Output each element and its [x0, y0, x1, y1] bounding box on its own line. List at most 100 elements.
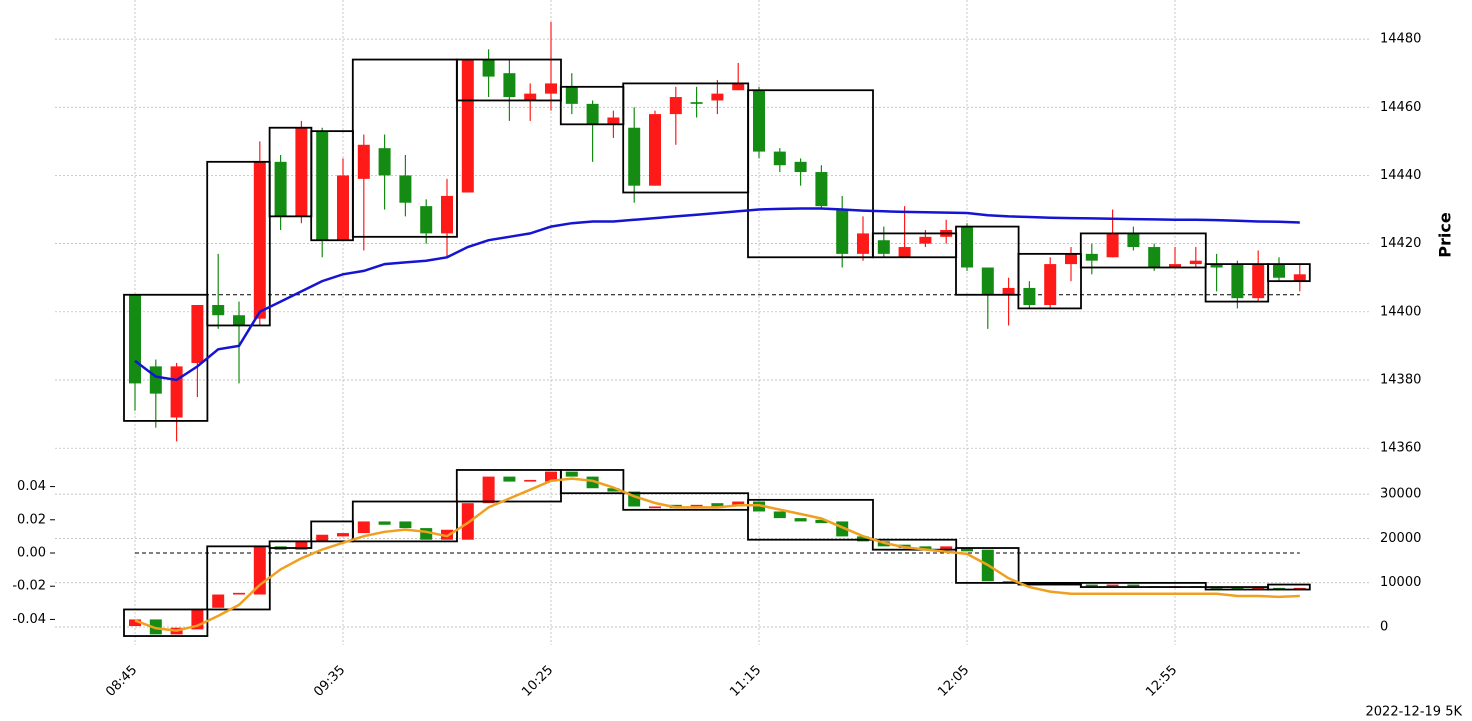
candle-body: [316, 534, 329, 542]
candle-body: [149, 619, 162, 635]
candle-body: [711, 93, 724, 101]
y-tick-label: 14480: [1380, 32, 1421, 47]
candle-body: [295, 127, 308, 217]
range-box: [1267, 263, 1311, 283]
candle-body: [1169, 264, 1181, 268]
candle-body: [545, 471, 557, 482]
x-tick-label: 08:45: [103, 663, 140, 700]
candle-body: [732, 83, 745, 91]
range-box: [268, 540, 313, 549]
candle-body: [1085, 253, 1098, 261]
range-box: [455, 58, 562, 102]
candle-body: [357, 521, 370, 534]
y-tick-label: 14360: [1380, 441, 1421, 456]
candle-body: [295, 541, 308, 550]
y-tick-label: 14420: [1380, 236, 1421, 251]
candle-body: [1273, 264, 1285, 278]
candle-body: [877, 240, 890, 254]
candle-body: [1210, 264, 1223, 268]
candle-body: [441, 195, 453, 234]
candle-body: [586, 476, 599, 489]
range-box: [559, 469, 625, 495]
candle-body: [233, 592, 245, 595]
candle-body: [274, 161, 287, 217]
candle-body: [794, 161, 807, 173]
candle-body: [961, 226, 973, 268]
x-tick-label: 10:25: [519, 663, 556, 700]
candle-body: [191, 305, 204, 363]
y-tick-label: -0.02: [12, 579, 46, 594]
candle-body: [420, 528, 433, 540]
candle-body: [233, 315, 245, 326]
candle-body: [482, 59, 495, 77]
candle-body: [1231, 264, 1244, 299]
candle-body: [815, 172, 828, 207]
candle-body: [711, 503, 724, 507]
range-box: [747, 498, 874, 541]
x-tick-label: 11:15: [727, 663, 764, 700]
candle-body: [1252, 587, 1265, 590]
candle-body: [669, 97, 682, 115]
range-box: [351, 500, 458, 543]
y2-tick-label: 0: [1380, 620, 1388, 635]
candle-body: [1002, 287, 1015, 295]
candle-body: [794, 518, 807, 522]
line: [134, 477, 1300, 632]
range-box: [123, 608, 209, 637]
candle-body: [399, 175, 412, 203]
candle-body: [378, 148, 391, 176]
candle-body: [399, 521, 412, 529]
candle-body: [503, 476, 516, 482]
y-tick-label: 14440: [1380, 168, 1421, 183]
range-box: [1017, 581, 1082, 586]
candle-body: [1148, 247, 1161, 268]
candle-body: [1106, 233, 1119, 258]
y-tick-label: 0.02: [17, 512, 46, 527]
candle-body: [815, 519, 828, 524]
candle-body: [628, 127, 641, 186]
candle-body: [898, 247, 911, 258]
range-box: [351, 58, 458, 238]
caption: 2022-12-19 5K: [1366, 705, 1463, 720]
candle-body: [1189, 260, 1202, 265]
candle-body: [1085, 584, 1098, 587]
candle-body: [607, 117, 620, 125]
candle-body: [149, 366, 162, 394]
range-box: [1079, 232, 1207, 269]
candle-body: [1231, 587, 1244, 590]
candle-body: [461, 59, 474, 193]
range-box: [206, 160, 271, 327]
candle-body: [1252, 264, 1265, 299]
candle-body: [981, 267, 994, 295]
y-tick-label: 0.00: [17, 545, 46, 560]
candle-body: [753, 501, 765, 512]
y2-tick-label: 10000: [1380, 575, 1421, 590]
candle-body: [357, 144, 370, 179]
range-box: [747, 89, 874, 259]
candle-body: [565, 471, 578, 477]
candle-body: [170, 366, 183, 418]
candle-body: [482, 476, 495, 504]
range-box: [1017, 252, 1082, 310]
candle-body: [753, 90, 765, 152]
candle-body: [212, 305, 225, 316]
candle-body: [1023, 287, 1036, 305]
x-tick-label: 12:55: [1143, 663, 1180, 700]
candle-body: [337, 175, 349, 241]
candle-body: [378, 521, 391, 525]
candle-body: [565, 86, 578, 104]
candle-body: [212, 594, 225, 608]
candle-body: [1127, 584, 1140, 587]
line: [134, 207, 1300, 382]
candle-body: [649, 506, 661, 509]
y-axis-label: Price: [1436, 212, 1455, 258]
candle-body: [690, 102, 703, 104]
range-box: [622, 82, 750, 194]
candle-body: [420, 206, 433, 234]
candle-body: [836, 209, 849, 254]
y-tick-label: 14460: [1380, 100, 1421, 115]
candle-body: [337, 533, 349, 537]
candle-body: [129, 294, 141, 384]
candle-body: [1127, 233, 1140, 248]
range-box: [871, 538, 958, 551]
